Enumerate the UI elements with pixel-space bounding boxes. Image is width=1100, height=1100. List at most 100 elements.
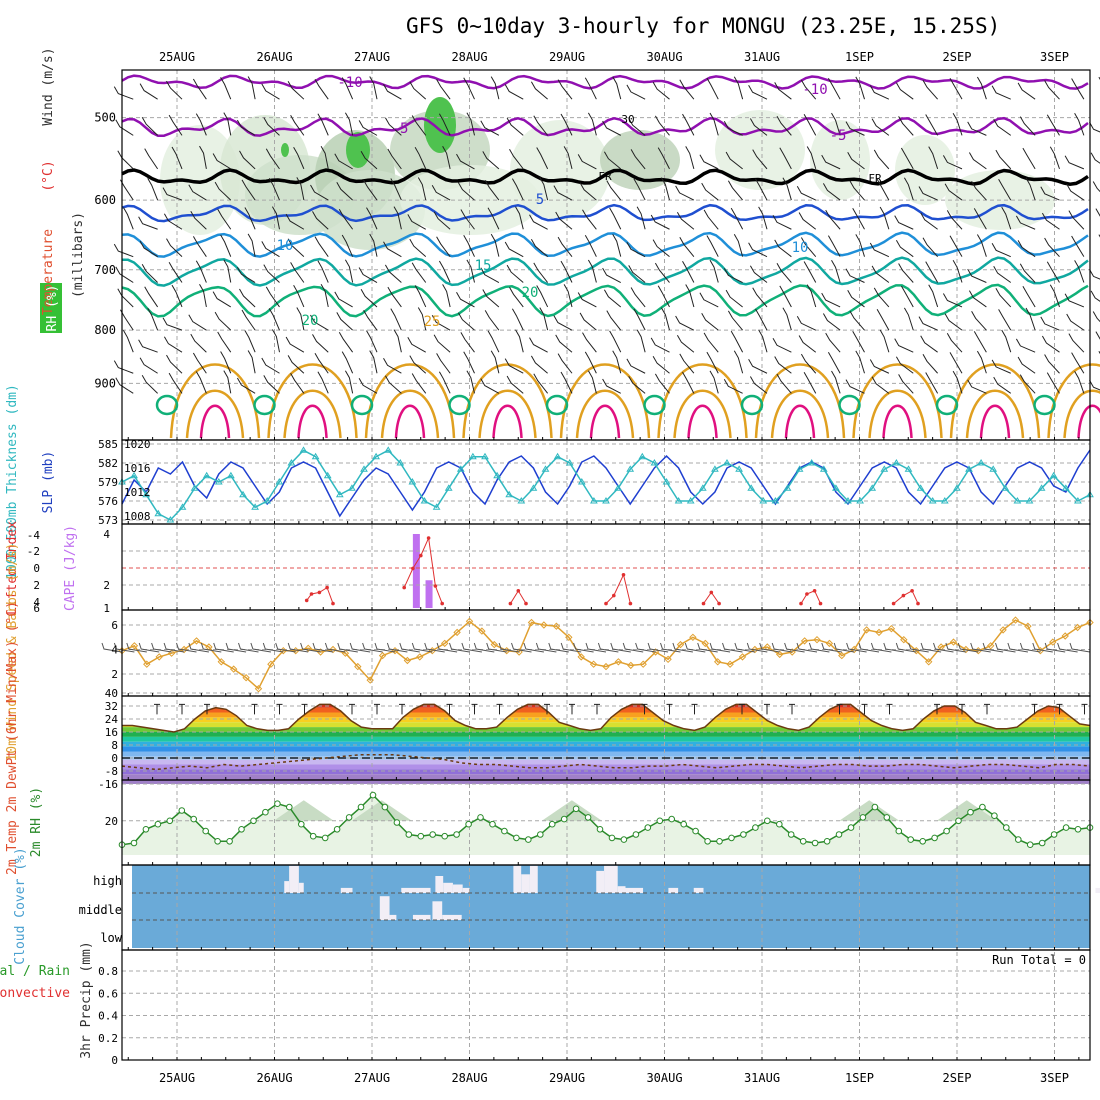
wind-barb bbox=[1019, 263, 1036, 283]
wind-barb bbox=[709, 112, 719, 136]
li-point bbox=[325, 585, 329, 590]
wind-barb bbox=[387, 148, 402, 170]
surface-wind-barb bbox=[573, 642, 594, 653]
wind-barb bbox=[344, 112, 354, 136]
wind-barb bbox=[236, 266, 256, 283]
temp-band bbox=[122, 736, 1090, 742]
rh-contour-label: 30 bbox=[621, 113, 634, 126]
thickness-tick: 585 bbox=[98, 438, 118, 451]
temp-band bbox=[122, 774, 1090, 784]
wind-barb bbox=[967, 268, 987, 283]
wind-barb bbox=[317, 260, 329, 283]
wind-barb bbox=[579, 312, 597, 331]
wind-barb bbox=[539, 177, 549, 201]
wind-barb bbox=[296, 307, 305, 331]
surface-wind-barb bbox=[771, 642, 793, 653]
rh-point bbox=[1003, 824, 1010, 831]
wind-barb bbox=[557, 353, 573, 374]
wind-barb bbox=[239, 288, 256, 308]
wind-speed-point bbox=[254, 684, 263, 693]
wind-barb bbox=[460, 209, 475, 230]
wind-barb bbox=[925, 261, 939, 283]
wind-speed-point bbox=[676, 640, 685, 649]
date-label-top: 1SEP bbox=[845, 50, 874, 64]
wind-barb bbox=[944, 313, 963, 331]
wind-barb bbox=[1022, 147, 1036, 170]
surface-wind-barb bbox=[324, 642, 346, 653]
wind-speed-point bbox=[329, 645, 337, 654]
cape-tick: 4 bbox=[103, 528, 110, 541]
surface-wind-barb bbox=[945, 642, 966, 653]
rh-area bbox=[122, 795, 1090, 855]
thickness-tick: 576 bbox=[98, 495, 118, 508]
wind-barb bbox=[920, 212, 938, 230]
thickness-point bbox=[577, 478, 586, 485]
thickness-tick: 582 bbox=[98, 457, 118, 470]
rh-point bbox=[596, 826, 604, 833]
thickness-point bbox=[541, 465, 550, 472]
wind-speed-point bbox=[527, 618, 536, 627]
surface-wind-barb bbox=[1057, 642, 1078, 653]
wind-barb bbox=[358, 267, 378, 283]
wind-barb bbox=[162, 187, 183, 201]
wind-barb bbox=[312, 211, 329, 230]
wind-barb bbox=[293, 285, 305, 308]
wind-barb bbox=[755, 178, 768, 201]
thickness-point bbox=[1001, 484, 1010, 491]
high-cloud-block bbox=[435, 876, 444, 893]
contour-t-25 bbox=[657, 363, 748, 439]
wind-barb bbox=[293, 146, 305, 170]
wind-speed-point bbox=[1073, 623, 1082, 632]
high-cloud-block bbox=[529, 865, 538, 893]
wind-barb bbox=[1044, 237, 1060, 258]
rh-point bbox=[656, 817, 664, 825]
rh-point bbox=[1074, 826, 1082, 833]
date-label-top: 26AUG bbox=[256, 50, 292, 64]
wind-speed-point bbox=[986, 642, 995, 650]
thickness-point bbox=[299, 446, 308, 453]
date-label-bottom: 27AUG bbox=[354, 1071, 390, 1085]
contour-t-20 bbox=[1033, 394, 1056, 416]
wind-barb bbox=[530, 239, 548, 258]
wind-speed-point bbox=[440, 639, 449, 648]
thickness-point bbox=[614, 484, 622, 491]
wind-barb bbox=[138, 216, 158, 230]
wind-barb bbox=[1019, 374, 1036, 394]
li-point bbox=[628, 601, 633, 606]
wind-barb bbox=[971, 311, 987, 331]
high-cloud-block bbox=[452, 884, 463, 893]
contour-t-25 bbox=[852, 363, 943, 439]
contour-t-20 bbox=[643, 394, 666, 416]
wind-barb bbox=[827, 77, 841, 100]
li-point bbox=[516, 589, 521, 593]
wind-barb bbox=[139, 240, 158, 258]
minmax-whisker bbox=[934, 703, 940, 715]
wind-speed-point bbox=[887, 624, 896, 633]
wind-barb bbox=[411, 262, 427, 283]
thickness-point bbox=[384, 446, 393, 453]
wind-barb bbox=[800, 79, 817, 100]
wind-barb bbox=[1074, 370, 1085, 394]
wind-barb bbox=[141, 264, 158, 283]
contour-t-25 bbox=[267, 363, 358, 439]
wind-barb bbox=[876, 178, 890, 201]
surface-wind-barb bbox=[151, 642, 172, 653]
rh-point bbox=[811, 839, 819, 847]
wind-barb bbox=[163, 213, 183, 230]
wind-barb bbox=[894, 215, 914, 230]
wind-barb bbox=[609, 207, 622, 230]
rh-point bbox=[823, 838, 831, 845]
wind-barb bbox=[163, 336, 183, 353]
wind-barb bbox=[682, 261, 695, 283]
thickness-point bbox=[214, 478, 223, 485]
rh-peak-shade bbox=[351, 800, 412, 821]
contour-label: -5 bbox=[392, 121, 409, 137]
thickness-point bbox=[505, 490, 514, 498]
wind-barb bbox=[438, 371, 451, 394]
wind-barb bbox=[1046, 114, 1060, 136]
rh-point bbox=[991, 812, 998, 820]
minmax-whisker bbox=[739, 703, 745, 715]
wind-barb bbox=[903, 177, 914, 201]
wind-barb bbox=[168, 114, 183, 136]
thickness-point bbox=[372, 452, 380, 460]
